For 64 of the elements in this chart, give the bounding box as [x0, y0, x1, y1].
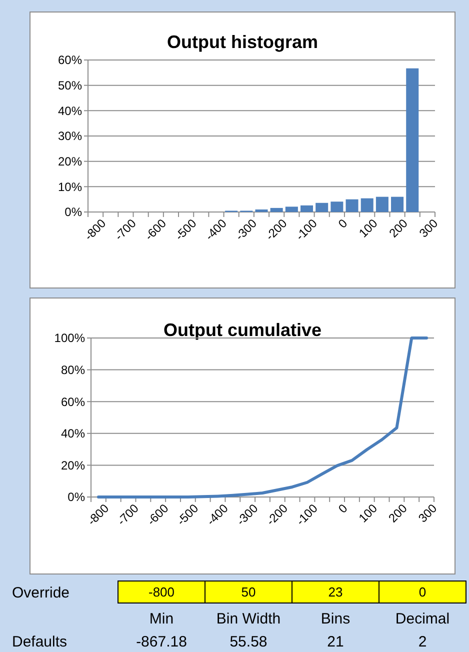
bar	[300, 205, 314, 212]
data-label: 2	[418, 633, 427, 650]
x-tick-label: -700	[112, 216, 140, 244]
y-tick-label: 30%	[58, 129, 82, 144]
chart-title: Output cumulative	[163, 320, 322, 340]
bar	[406, 68, 419, 212]
x-tick-label: -400	[202, 216, 230, 244]
bar	[346, 199, 358, 212]
y-tick-label: 60%	[60, 394, 86, 409]
y-tick-label: 60%	[58, 53, 82, 68]
x-tick-label: 100	[356, 501, 380, 526]
bar	[255, 209, 268, 212]
x-tick-label: -800	[82, 216, 109, 244]
y-tick-label: 10%	[58, 180, 82, 194]
x-tick-label: -200	[264, 501, 291, 528]
x-tick-label: -200	[262, 216, 290, 244]
data-label: 55.58	[230, 633, 268, 650]
text: Override	[12, 584, 70, 602]
category-label: Decimal	[395, 610, 450, 628]
data-label: -800	[148, 584, 175, 600]
x-tick-label: -500	[174, 501, 202, 528]
x-tick-label: 0	[335, 216, 350, 231]
x-tick-label: 200	[386, 216, 411, 240]
chart-title: Output histogram	[167, 32, 318, 52]
y-tick-label: 40%	[58, 104, 82, 118]
x-tick-label: 100	[356, 216, 380, 240]
bar	[270, 208, 283, 212]
x-tick-label: -300	[234, 501, 261, 528]
category-label: Min	[149, 610, 174, 628]
x-tick-label: 300	[416, 216, 441, 240]
y-tick-label: 0%	[68, 490, 86, 504]
x-tick-label: -700	[114, 501, 142, 528]
x-tick-label: -500	[172, 216, 200, 244]
bar	[391, 196, 404, 212]
data-label: -867.18	[136, 633, 187, 650]
bar	[376, 196, 388, 212]
text: Defaults	[12, 633, 68, 650]
x-tick-label: -600	[144, 501, 172, 528]
x-tick-label: 200	[386, 501, 410, 526]
x-tick-label: -400	[204, 501, 232, 528]
bar	[316, 202, 328, 212]
y-tick-label: 20%	[60, 458, 86, 472]
category-label: Bins	[320, 610, 350, 628]
x-tick-label: -600	[142, 216, 170, 244]
y-tick-label: 0%	[64, 205, 82, 220]
y-tick-label: 40%	[60, 426, 86, 441]
data-label: 0	[418, 584, 426, 600]
x-tick-label: -100	[293, 501, 321, 528]
bar	[360, 198, 374, 212]
x-tick-label: -100	[292, 216, 320, 244]
y-tick-label: 100%	[54, 331, 86, 346]
category-label: Bin Width	[216, 610, 281, 628]
data-label: 23	[328, 584, 343, 600]
x-tick-label: -300	[232, 216, 260, 244]
y-tick-label: 80%	[60, 363, 86, 377]
bar	[330, 202, 344, 212]
y-tick-label: 20%	[58, 154, 82, 169]
y-tick-label: 50%	[58, 78, 82, 93]
data-label: 50	[241, 584, 256, 600]
x-tick-label: 300	[416, 501, 440, 526]
x-tick-label: 0	[336, 501, 350, 516]
bar	[285, 206, 298, 212]
x-tick-label: -800	[84, 501, 112, 528]
data-label: 21	[327, 633, 344, 650]
